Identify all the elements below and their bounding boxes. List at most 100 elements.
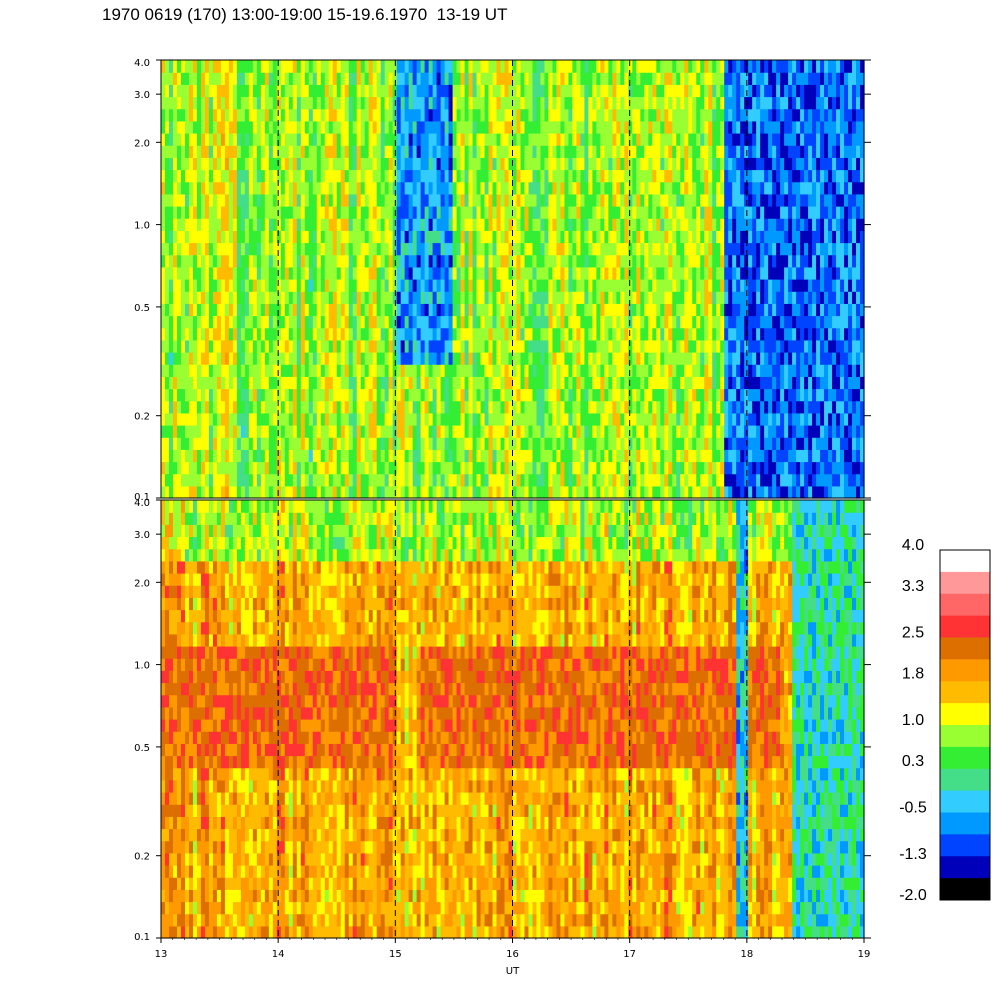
heatmap-cell <box>616 181 621 195</box>
heatmap-cell <box>380 449 386 463</box>
heatmap-cell <box>516 133 522 146</box>
heatmap-cell <box>680 60 685 73</box>
heatmap-cell <box>260 327 266 341</box>
heatmap-cell <box>292 266 298 280</box>
heatmap-cell <box>260 181 266 195</box>
heatmap-cell <box>172 254 178 268</box>
heatmap-cell <box>552 242 558 256</box>
heatmap-cell <box>632 279 637 292</box>
heatmap-cell <box>684 193 689 207</box>
heatmap-cell <box>280 157 286 171</box>
heatmap-cell <box>312 388 318 402</box>
heatmap-cell <box>652 339 657 353</box>
heatmap-cell <box>300 157 306 171</box>
heatmap-cell <box>300 303 306 317</box>
heatmap-cell <box>568 266 574 280</box>
heatmap-cell <box>608 145 613 158</box>
heatmap-cell <box>376 388 382 402</box>
heatmap-cell <box>328 449 334 463</box>
heatmap-cell <box>296 254 302 268</box>
heatmap-cell <box>660 96 665 110</box>
heatmap-cell <box>180 364 186 377</box>
heatmap-cell <box>268 145 274 158</box>
heatmap-cell <box>304 376 310 390</box>
heatmap-cell <box>624 315 629 329</box>
heatmap-cell <box>224 206 230 219</box>
heatmap-cell <box>572 339 577 353</box>
heatmap-cell <box>668 242 673 256</box>
heatmap-cell <box>244 412 250 426</box>
heatmap-cell <box>564 400 570 414</box>
heatmap-cell <box>524 120 530 134</box>
heatmap-cell <box>232 449 238 463</box>
heatmap-cell <box>588 120 593 134</box>
heatmap-cell <box>360 254 366 268</box>
heatmap-cell <box>684 461 689 475</box>
heatmap-cell <box>200 108 206 122</box>
heatmap-cell <box>408 206 414 219</box>
heatmap-cell <box>304 327 310 341</box>
heatmap-cell <box>308 60 314 73</box>
heatmap-cell <box>644 108 649 122</box>
heatmap-cell <box>600 266 605 280</box>
heatmap-cell <box>488 242 494 256</box>
heatmap-cell <box>704 291 709 304</box>
heatmap-cell <box>672 60 677 73</box>
heatmap-cell <box>240 266 246 280</box>
heatmap-cell <box>636 437 641 450</box>
heatmap-cell <box>204 169 210 183</box>
heatmap-cell <box>596 157 601 171</box>
heatmap-cell <box>508 339 514 353</box>
heatmap-cell <box>660 193 665 207</box>
heatmap-cell <box>161 230 166 244</box>
heatmap-cell <box>348 485 354 499</box>
heatmap-cell <box>220 218 226 231</box>
heatmap-cell <box>408 72 414 85</box>
heatmap-cell <box>552 218 558 231</box>
heatmap-cell <box>608 339 613 353</box>
heatmap-cell <box>444 485 450 499</box>
heatmap-cell <box>316 242 322 256</box>
heatmap-cell <box>696 303 701 317</box>
heatmap-cell <box>496 242 502 256</box>
heatmap-cell <box>672 400 677 414</box>
heatmap-cell <box>476 266 482 280</box>
heatmap-cell <box>284 327 290 341</box>
heatmap-cell <box>480 266 486 280</box>
heatmap-cell <box>664 254 669 268</box>
heatmap-cell <box>420 400 426 414</box>
heatmap-cell <box>492 120 498 134</box>
heatmap-cell <box>500 425 506 438</box>
heatmap-cell <box>384 437 390 450</box>
heatmap-cell <box>540 376 546 390</box>
heatmap-cell <box>228 133 234 146</box>
heatmap-cell <box>636 242 641 256</box>
heatmap-cell <box>161 145 166 158</box>
heatmap-cell <box>188 60 194 73</box>
heatmap-cell <box>220 327 226 341</box>
heatmap-cell <box>492 412 498 426</box>
heatmap-cell <box>212 145 218 158</box>
heatmap-cell <box>260 425 266 438</box>
heatmap-cell <box>336 376 342 390</box>
heatmap-cell <box>572 193 577 207</box>
heatmap-cell <box>212 388 218 402</box>
heatmap-cell <box>232 60 238 73</box>
heatmap-cell <box>552 327 558 341</box>
heatmap-cell <box>476 412 482 426</box>
heatmap-cell <box>376 169 382 183</box>
heatmap-cell <box>220 96 226 110</box>
heatmap-cell <box>388 133 394 146</box>
heatmap-cell <box>416 376 422 390</box>
heatmap-cell <box>712 437 717 450</box>
heatmap-cell <box>440 412 446 426</box>
heatmap-cell <box>340 485 346 499</box>
heatmap-cell <box>372 72 378 85</box>
heatmap-cell <box>484 352 490 365</box>
heatmap-cell <box>368 412 374 426</box>
heatmap-cell <box>332 96 338 110</box>
heatmap-cell <box>240 485 246 499</box>
heatmap-cell <box>292 303 298 317</box>
heatmap-cell <box>300 327 306 341</box>
heatmap-cell <box>484 218 490 231</box>
